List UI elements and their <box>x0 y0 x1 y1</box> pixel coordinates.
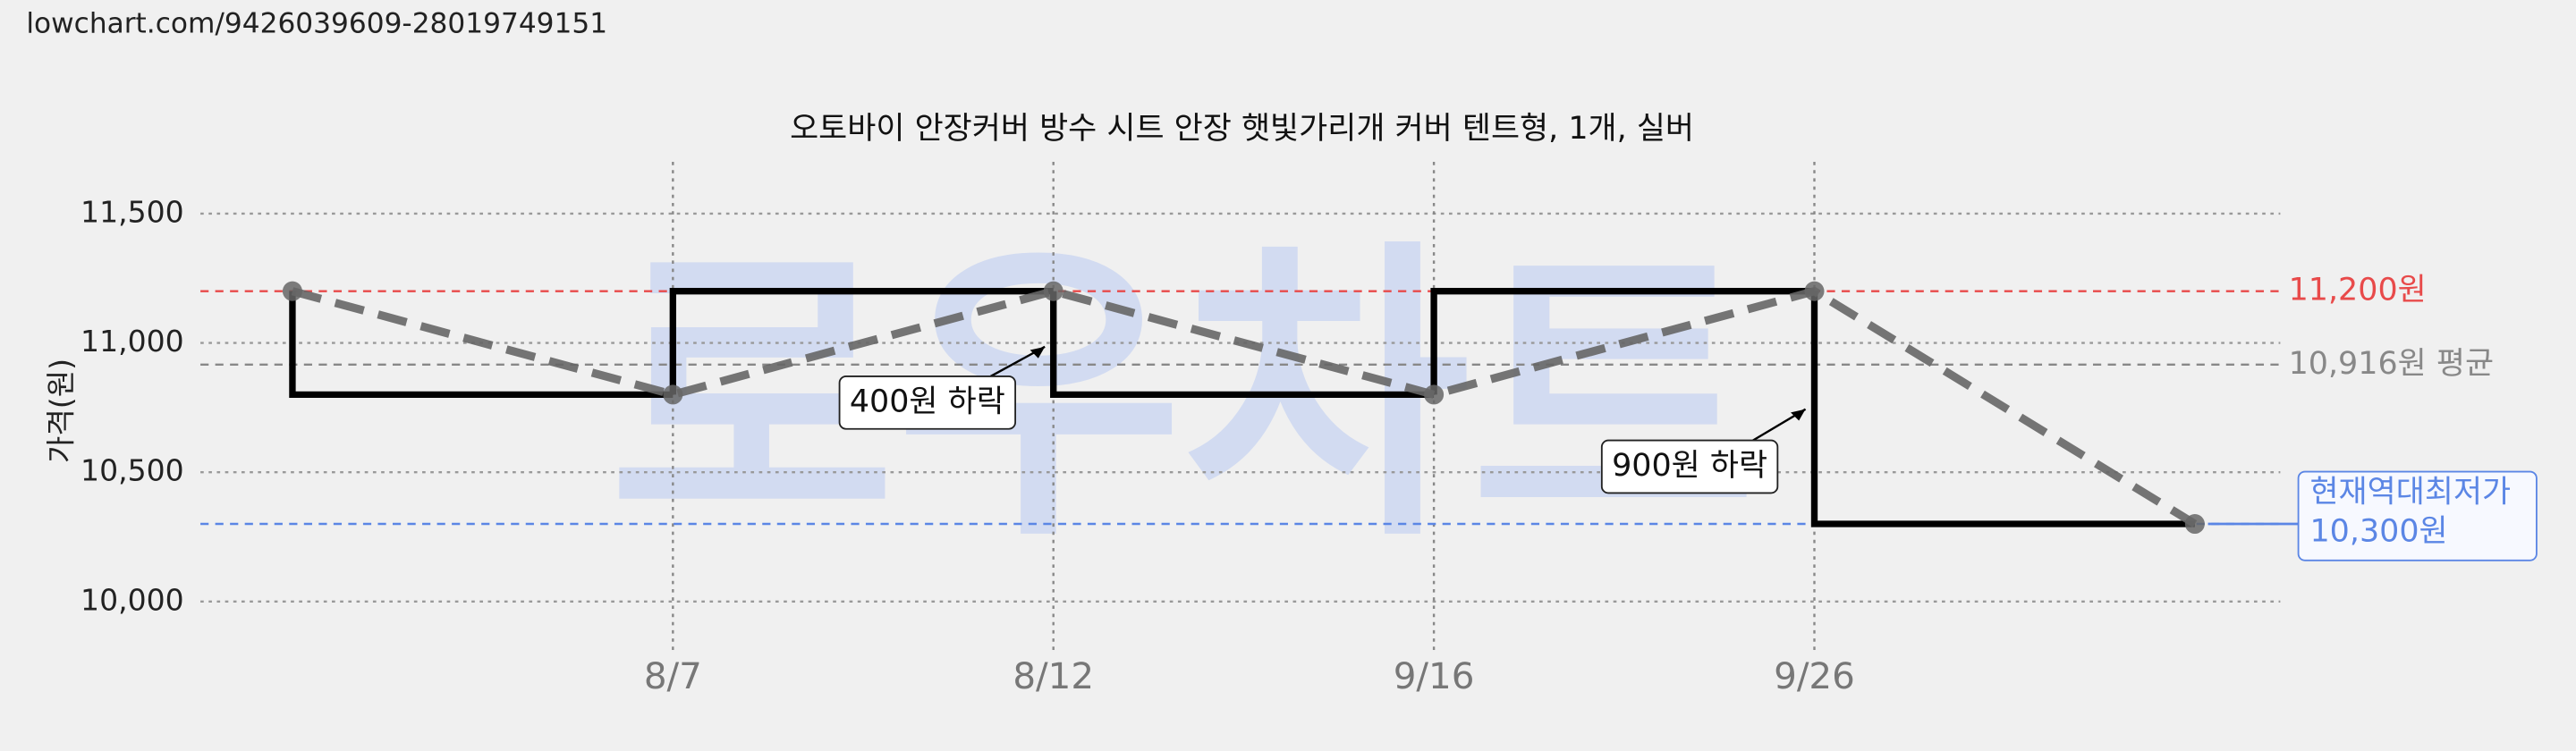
annotation-arrowhead <box>1791 409 1806 421</box>
step-segment <box>1050 291 1435 399</box>
y-tick-label: 10,000 <box>80 582 184 617</box>
y-tick-label: 11,000 <box>80 324 184 359</box>
data-point <box>1804 281 1825 301</box>
y-tick-label: 11,500 <box>80 194 184 229</box>
step-segment <box>1810 291 2195 527</box>
data-point <box>663 384 683 405</box>
reference-label: 10,916원 평균 <box>2289 346 2494 382</box>
x-tick-label: 8/12 <box>1013 654 1094 697</box>
step-segment <box>289 291 674 399</box>
step-segment <box>669 288 1054 395</box>
data-point <box>1424 384 1445 405</box>
data-point <box>1043 281 1063 301</box>
annotation-text: 900원 하락 <box>1612 448 1767 484</box>
min-label-title: 현재역대최저가 <box>2309 474 2511 510</box>
annotation-box <box>838 376 1017 430</box>
x-tick-label: 9/26 <box>1774 654 1855 697</box>
min-label-box <box>2297 470 2538 561</box>
url: lowchart.com/9426039609-28019749151 <box>26 8 607 40</box>
reference-label: 11,200원 <box>2289 273 2427 308</box>
data-point <box>282 281 302 301</box>
annotation-text: 400원 하락 <box>850 384 1005 419</box>
y-axis-label: 가격(원) <box>43 359 78 463</box>
data-point <box>2184 513 2205 535</box>
x-tick-label: 9/16 <box>1394 654 1475 697</box>
y-tick-label: 10,500 <box>80 453 184 488</box>
step-segment <box>1430 288 1815 395</box>
trend-line <box>291 286 2198 527</box>
annotation-box <box>1600 439 1779 494</box>
x-tick-label: 8/7 <box>644 654 702 697</box>
chart-title: 오토바이 안장커버 방수 시트 안장 햇빛가리개 커버 텐트형, 1개, 실버 <box>790 111 1694 147</box>
min-label-value: 10,300원 <box>2309 514 2447 550</box>
annotation-arrowhead <box>1030 346 1046 359</box>
